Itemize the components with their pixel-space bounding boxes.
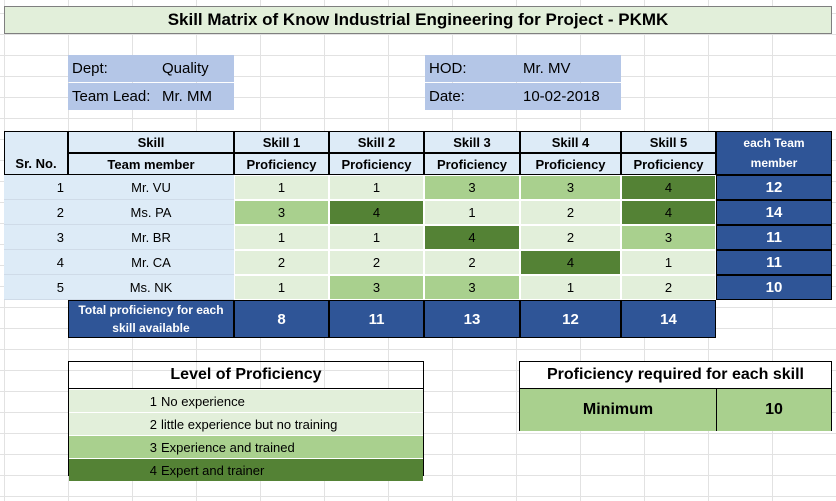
skill-total: 11 xyxy=(329,300,424,338)
skill-score-cell: 4 xyxy=(424,225,520,250)
dept-label: Dept: xyxy=(72,60,108,77)
legend-title: Level of Proficiency xyxy=(69,362,423,389)
required-label: Minimum xyxy=(520,389,717,431)
row-srno: 5 xyxy=(4,275,68,300)
skill-score-cell: 2 xyxy=(329,250,424,275)
row-total: 10 xyxy=(716,275,832,300)
row-member-name: Mr. VU xyxy=(68,175,234,200)
skill-score-cell: 2 xyxy=(234,250,329,275)
skill-score-cell: 1 xyxy=(234,275,329,300)
legend-level-number: 1 xyxy=(149,393,157,409)
row-total: 14 xyxy=(716,200,832,225)
proficiency-col-header: Proficiency xyxy=(234,153,329,175)
skill-score-cell: 1 xyxy=(234,175,329,200)
required-value: 10 xyxy=(717,389,831,431)
skill-score-cell: 3 xyxy=(234,200,329,225)
row-srno: 3 xyxy=(4,225,68,250)
row-member-name: Mr. CA xyxy=(68,250,234,275)
row-member-name: Mr. BR xyxy=(68,225,234,250)
skill-score-cell: 3 xyxy=(424,275,520,300)
hod-label: HOD: xyxy=(429,60,467,77)
legend-level-text: Experience and trained xyxy=(161,439,295,455)
skill-score-cell: 2 xyxy=(520,225,621,250)
hod-value: Mr. MV xyxy=(523,60,571,77)
srno-header: Sr. No. xyxy=(4,131,68,175)
skill-score-cell: 4 xyxy=(621,175,716,200)
proficiency-col-header: Proficiency xyxy=(424,153,520,175)
date-label: Date: xyxy=(429,88,465,105)
legend-level-number: 3 xyxy=(149,439,157,455)
skill-total: 8 xyxy=(234,300,329,338)
legend-level-row: 1 No experience xyxy=(69,389,423,412)
skill-score-cell: 4 xyxy=(621,200,716,225)
skill-score-cell: 3 xyxy=(424,175,520,200)
row-total: 11 xyxy=(716,225,832,250)
required-box: Proficiency required for each skill Mini… xyxy=(519,361,832,431)
skill-score-cell: 3 xyxy=(621,225,716,250)
proficiency-col-header: Proficiency xyxy=(329,153,424,175)
each-team-member-header: each Team member xyxy=(716,131,832,175)
date-value: 10-02-2018 xyxy=(523,88,600,105)
skill-col-header: Skill 5 xyxy=(621,131,716,153)
date-block: Date: 10-02-2018 xyxy=(425,83,621,110)
row-member-name: Ms. PA xyxy=(68,200,234,225)
legend-rows: 1 No experience 2 little experience but no … xyxy=(69,389,423,481)
dept-block: Dept: Quality xyxy=(68,55,234,82)
dept-value: Quality xyxy=(162,60,209,77)
team-lead-block: Team Lead: Mr. MM xyxy=(68,83,234,110)
skill-score-cell: 2 xyxy=(424,250,520,275)
legend-level-number: 4 xyxy=(149,462,157,478)
sheet-title: Skill Matrix of Know Industrial Engineer… xyxy=(4,6,832,34)
skill-score-cell: 2 xyxy=(520,200,621,225)
row-srno: 4 xyxy=(4,250,68,275)
skill-score-cell: 3 xyxy=(329,275,424,300)
proficiency-col-header: Proficiency xyxy=(621,153,716,175)
skill-score-cell: 4 xyxy=(520,250,621,275)
skill-score-cell: 1 xyxy=(329,175,424,200)
legend-level-text: Expert and trainer xyxy=(161,462,265,478)
hod-block: HOD: Mr. MV xyxy=(425,55,621,82)
total-proficiency-label: Total proficiency for each skill availab… xyxy=(68,300,234,338)
legend-box: Level of Proficiency 1 No experience 2 litt… xyxy=(68,361,424,481)
row-total: 11 xyxy=(716,250,832,275)
skill-score-cell: 1 xyxy=(234,225,329,250)
team-lead-value: Mr. MM xyxy=(162,88,212,105)
skill-total: 12 xyxy=(520,300,621,338)
required-title: Proficiency required for each skill xyxy=(520,362,831,389)
legend-level-row: 4 Expert and trainer xyxy=(69,458,423,481)
row-srno: 1 xyxy=(4,175,68,200)
proficiency-col-header: Proficiency xyxy=(520,153,621,175)
skill-col-header: Skill 1 xyxy=(234,131,329,153)
skill-header: Skill xyxy=(68,131,234,153)
skill-col-header: Skill 2 xyxy=(329,131,424,153)
legend-level-number: 2 xyxy=(149,416,157,432)
skill-total: 14 xyxy=(621,300,716,338)
skill-col-header: Skill 4 xyxy=(520,131,621,153)
legend-level-text: No experience xyxy=(161,393,245,409)
skill-score-cell: 1 xyxy=(621,250,716,275)
row-srno: 2 xyxy=(4,200,68,225)
skill-score-cell: 1 xyxy=(424,200,520,225)
skill-total: 13 xyxy=(424,300,520,338)
team-member-header: Team member xyxy=(68,153,234,175)
skill-score-cell: 1 xyxy=(329,225,424,250)
skill-col-header: Skill 3 xyxy=(424,131,520,153)
row-member-name: Ms. NK xyxy=(68,275,234,300)
team-lead-label: Team Lead: xyxy=(72,88,151,105)
skill-score-cell: 2 xyxy=(621,275,716,300)
legend-level-row: 2 little experience but no training xyxy=(69,412,423,435)
skill-score-cell: 1 xyxy=(520,275,621,300)
row-total: 12 xyxy=(716,175,832,200)
skill-score-cell: 4 xyxy=(329,200,424,225)
skill-score-cell: 3 xyxy=(520,175,621,200)
legend-level-row: 3 Experience and trained xyxy=(69,435,423,458)
legend-level-text: little experience but no training xyxy=(161,416,338,432)
